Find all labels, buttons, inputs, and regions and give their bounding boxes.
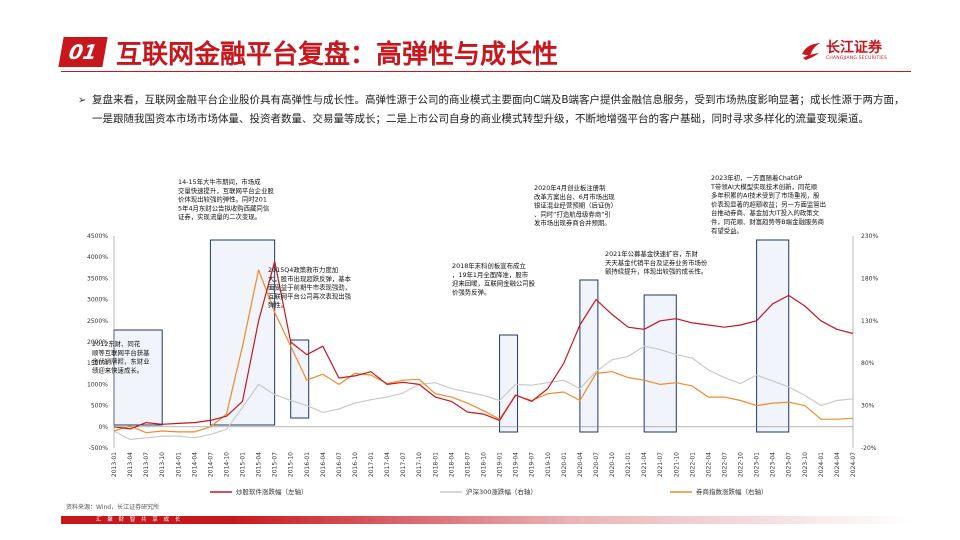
- arrow-bullet-icon: ➢: [78, 95, 87, 106]
- x-tick-label: 2022-01: [689, 452, 696, 477]
- x-tick-label: 2017-01: [368, 452, 375, 477]
- y-left-tick-label: 4000%: [87, 254, 108, 261]
- y-right-tick-label: 180%: [861, 275, 878, 282]
- logo-wave-icon: [802, 43, 820, 60]
- x-tick-label: 2018-10: [481, 452, 488, 477]
- x-tick-label: 2019-01: [497, 452, 504, 477]
- y-right-tick-label: 30%: [861, 403, 875, 410]
- x-tick-label: 2017-07: [400, 452, 407, 477]
- x-tick-label: 2016-10: [352, 452, 359, 477]
- y-left-tick-label: 3000%: [87, 297, 108, 304]
- x-tick-label: 2014-10: [223, 452, 230, 477]
- footer-bar: [61, 516, 911, 524]
- annotation-text: 2018年末科创板宣布成立，19年1月全面降准，股市迎来回暖，互联网金融公司股价…: [452, 261, 536, 296]
- x-tick-label: 2023-10: [802, 452, 809, 477]
- y-left-tick-label: -500%: [89, 445, 109, 452]
- x-tick-label: 2020-01: [561, 452, 568, 477]
- x-tick-label: 2017-04: [384, 452, 391, 477]
- logo-cn-text: 长江证券: [826, 40, 882, 56]
- series-line: [113, 345, 854, 441]
- section-number: 01: [66, 40, 100, 64]
- x-tick-label: 2015-07: [272, 452, 279, 477]
- title-divider: [61, 71, 911, 72]
- highlight-box: [499, 334, 519, 433]
- annotation-text: 2015Q4政策救市力度加大，股市出现超跌反弹，基本面受益于前期牛市表现强劲，互…: [268, 265, 352, 309]
- x-tick-label: 2015-04: [256, 452, 263, 477]
- x-tick-label: 2014-07: [207, 452, 214, 477]
- x-tick-label: 2020-07: [593, 452, 600, 477]
- x-tick-label: 2023-01: [754, 452, 761, 477]
- y-left-tick-label: 2500%: [87, 318, 108, 325]
- y-left-tick-label: 2000%: [87, 339, 108, 346]
- x-tick-label: 2022-04: [705, 452, 712, 477]
- x-tick-label: 2014-01: [175, 452, 182, 477]
- y-left-tick-label: 500%: [91, 403, 108, 410]
- y-left-tick-label: 1500%: [87, 360, 108, 367]
- x-tick-label: 2016-04: [320, 452, 327, 477]
- x-tick-label: 2013-04: [127, 452, 134, 477]
- highlight-box: [209, 239, 276, 426]
- y-right-tick-label: -20%: [861, 445, 877, 452]
- annotation-text: 2012东财、同花顺等互联网平台获基金代销牌照，东财业绩迎来快速成长。: [92, 339, 150, 374]
- x-tick-label: 2021-04: [641, 452, 648, 477]
- highlight-box: [643, 294, 677, 433]
- highlight-box: [579, 279, 599, 433]
- x-tick-label: 2021-01: [625, 452, 632, 477]
- x-tick-label: 2016-01: [304, 452, 311, 477]
- x-tick-label: 2015-01: [240, 452, 247, 477]
- source-note: 资料来源：Wind，长江证券研究所: [66, 504, 160, 511]
- y-left-tick-label: 1000%: [87, 381, 108, 388]
- annotation-text: 2021年公募基金快速扩容，东财天天基金代销平台及证券业务市场份额持续提升，体现…: [605, 249, 708, 276]
- y-right-tick-label: 130%: [861, 318, 878, 325]
- x-tick-label: 2018-07: [464, 452, 471, 477]
- x-tick-label: 2019-04: [513, 452, 520, 477]
- highlight-box: [756, 239, 790, 433]
- page-title: 互联网金融平台复盘：高弹性与成长性: [116, 40, 559, 70]
- x-tick-label: 2023-07: [786, 452, 793, 477]
- company-logo: 长江证券 CHANGJIANG SECURITIES: [800, 40, 887, 62]
- x-tick-label: 2021-10: [673, 452, 680, 477]
- annotation-text: 2020年4月创业板注册制改革方案出台、6月市场出现银证混业经营预期（后证伪）、…: [534, 183, 617, 227]
- summary-paragraph: ➢ 复盘来看，互联网金融平台企业股价具有高弹性与成长性。高弹性源于公司的商业模式…: [78, 91, 910, 129]
- x-tick-label: 2013-10: [159, 452, 166, 477]
- x-tick-label: 2022-10: [738, 452, 745, 477]
- footer-slogan: 汇 聚 财 智 共 享 成 长: [96, 517, 183, 523]
- annotation-text: 14-15年大牛市期间，市场成交量快速提升，互联网平台企业股价体现出较强的弹性。…: [178, 177, 274, 221]
- y-right-tick-label: 80%: [861, 360, 875, 367]
- y-right-tick-label: 230%: [861, 233, 878, 240]
- x-tick-label: 2016-07: [336, 452, 343, 477]
- x-tick-label: 2020-10: [609, 452, 616, 477]
- summary-text: 复盘来看，互联网金融平台企业股价具有高弹性与成长性。高弹性源于公司的商业模式主要…: [92, 94, 905, 125]
- x-tick-label: 2013-01: [111, 452, 118, 477]
- x-tick-label: 2015-10: [288, 452, 295, 477]
- legend-label: 炒股软件涨跌幅（左轴）: [236, 487, 308, 496]
- y-left-tick-label: 3500%: [87, 275, 108, 282]
- x-tick-label: 2018-01: [432, 452, 439, 477]
- series-line: [113, 260, 854, 430]
- x-tick-label: 2021-07: [657, 452, 664, 477]
- highlight-box: [113, 329, 163, 426]
- logo-en-text: CHANGJIANG SECURITIES: [826, 56, 888, 61]
- x-tick-label: 2017-10: [416, 452, 423, 477]
- annotation-text: 2023年初，一方面随着ChatGP T带领AI大模型实现技术创新，同花顺多年积累…: [710, 173, 826, 235]
- performance-chart: -500% 0% 500% 1000% 1500% 2000% 2500% 3000% 3500…: [87, 173, 878, 496]
- x-tick-label: 2013-07: [143, 452, 150, 477]
- section-number-badge: 01: [58, 37, 108, 67]
- y-left-tick-label: 0%: [98, 424, 108, 431]
- x-tick-label: 2022-07: [721, 452, 728, 477]
- x-tick-label: 2014-04: [191, 452, 198, 477]
- x-tick-label: 2020-04: [577, 452, 584, 477]
- chart-container: -500% 0% 500% 1000% 1500% 2000% 2500% 3000% 3500…: [60, 170, 910, 500]
- x-tick-label: 2024-07: [850, 452, 857, 477]
- x-tick-label: 2018-04: [448, 452, 455, 477]
- x-tick-label: 2024-01: [818, 452, 825, 477]
- legend-label: 沪深300涨跌幅（右轴）: [466, 487, 537, 496]
- legend-label: 券商指数涨跌幅（右轴）: [696, 487, 768, 496]
- x-tick-label: 2019-10: [545, 452, 552, 477]
- y-left-tick-label: 4500%: [87, 233, 108, 240]
- x-tick-label: 2019-07: [529, 452, 536, 477]
- series-line: [113, 269, 854, 434]
- x-tick-label: 2024-04: [834, 452, 841, 477]
- x-tick-label: 2023-04: [770, 452, 777, 477]
